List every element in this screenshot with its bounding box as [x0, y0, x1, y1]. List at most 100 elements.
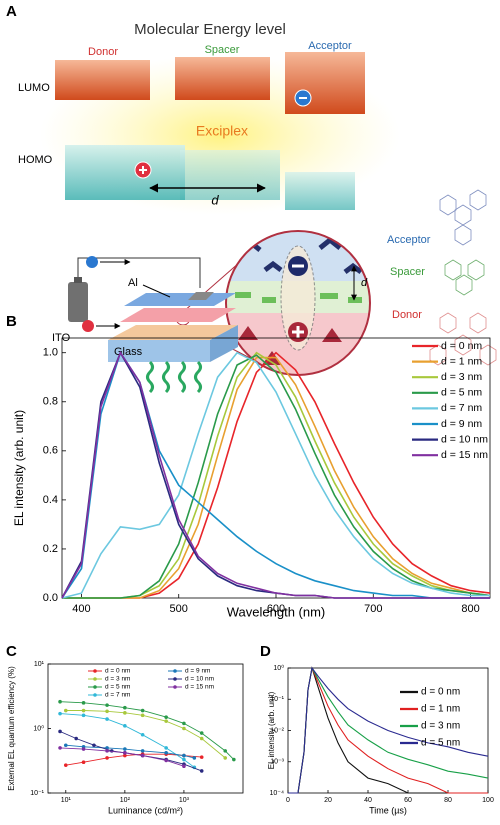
- data-point: [58, 699, 62, 704]
- x-axis-label: Luminance (cd/m²): [108, 805, 183, 815]
- data-point: [182, 753, 186, 758]
- legend-label: d = 15 nm: [441, 449, 488, 461]
- data-point: [123, 711, 127, 715]
- data-point: [164, 746, 168, 750]
- legend-marker: [93, 669, 97, 673]
- inset-spacer: Spacer: [390, 266, 425, 278]
- ito-label: ITO: [52, 332, 71, 344]
- legend-marker: [93, 685, 97, 689]
- data-point: [81, 747, 86, 751]
- legend-label: d = 15 nm: [185, 684, 214, 691]
- legend-label: d = 5 nm: [105, 684, 130, 691]
- title: Molecular Energy level: [134, 21, 286, 38]
- x-tick-label: 10²: [120, 797, 131, 804]
- data-point: [105, 703, 109, 707]
- data-point: [81, 701, 86, 705]
- al-pointer: [142, 284, 171, 298]
- y-tick-label: 0.6: [43, 445, 58, 457]
- legend-label: d = 3 nm: [421, 721, 460, 732]
- y-tick-label: 10⁻¹: [270, 696, 284, 703]
- legend-label: d = 0 nm: [421, 687, 460, 698]
- al-layer: [124, 293, 236, 306]
- legend-marker: [173, 685, 177, 689]
- data-point: [81, 708, 86, 713]
- legend-marker: [173, 669, 177, 673]
- legend-marker: [93, 677, 97, 681]
- legend-label: d = 1 nm: [441, 355, 482, 367]
- chart: D 0 20 40 60 80 100 10⁻⁴ 10⁻³ 10⁻² 10⁻¹ 10⁰ Time (µs…: [260, 643, 494, 815]
- data-point: [223, 756, 228, 760]
- y-tick-label: 0.0: [43, 592, 58, 604]
- x-tick-label: 600: [267, 603, 285, 615]
- legend-label: d = 7 nm: [441, 402, 482, 414]
- data-point: [105, 749, 109, 753]
- data-point: [123, 747, 127, 751]
- legend-label: d = 3 nm: [441, 371, 482, 383]
- data-point: [105, 756, 109, 760]
- distance-label: d: [211, 192, 219, 207]
- zoom-inset: [226, 231, 370, 375]
- data-point: [182, 764, 186, 769]
- inset-distance: d: [361, 277, 368, 289]
- data-point: [182, 726, 186, 731]
- panel-label: A: [6, 3, 17, 20]
- legend-label: d = 10 nm: [441, 433, 488, 445]
- data-point: [63, 763, 68, 767]
- y-tick-label: 10⁰: [273, 664, 284, 672]
- acceptor-homo: [285, 172, 355, 210]
- data-point: [199, 755, 204, 759]
- data-point: [63, 708, 68, 713]
- legend-label: d = 0 nm: [105, 668, 130, 675]
- data-point: [58, 711, 62, 716]
- emission: [146, 360, 202, 394]
- legend-marker: [93, 693, 97, 697]
- data-point: [182, 721, 186, 726]
- glass-side: [210, 325, 238, 362]
- series-line: [62, 356, 491, 599]
- data-point: [140, 713, 145, 718]
- y-tick-label: 0.4: [43, 494, 58, 506]
- wire: [77, 257, 201, 288]
- data-point: [63, 743, 68, 748]
- acceptor-label: Acceptor: [308, 40, 352, 52]
- acceptor-structure: [439, 189, 487, 246]
- lumo-label: LUMO: [18, 82, 50, 94]
- panel-label: D: [260, 643, 271, 660]
- legend-label: d = 1 nm: [421, 704, 460, 715]
- series-line: [288, 666, 489, 794]
- series-line: [61, 350, 490, 599]
- data-point: [223, 749, 228, 753]
- series-line: [61, 350, 490, 599]
- legend-label: d = 10 nm: [185, 676, 214, 683]
- panel-label: C: [6, 643, 17, 660]
- series-line: [62, 351, 491, 599]
- data-point: [192, 756, 197, 760]
- data-point: [199, 731, 204, 735]
- panel-a: A Molecular Energy level Donor Spacer Ac…: [6, 3, 497, 394]
- glass-front: [108, 340, 210, 362]
- data-point: [123, 753, 127, 758]
- data-point: [123, 705, 127, 710]
- plus-sign: [139, 166, 147, 174]
- legend-label: d = 5 nm: [421, 738, 460, 749]
- legend-label: d = 0 nm: [441, 340, 482, 352]
- battery-cap: [74, 277, 82, 283]
- x-tick-label: 10¹: [61, 797, 72, 804]
- organic-layer: [120, 308, 236, 322]
- data-point: [74, 736, 78, 741]
- acceptor-lumo: [285, 52, 365, 114]
- exciplex-capsule: [280, 245, 316, 351]
- al-contact: [188, 292, 214, 300]
- hole-source: [82, 320, 94, 332]
- chart: C 10¹ 10² 10³ 10⁻¹ 10⁰ 10¹ Luminance (cd/m²) Ext…: [6, 643, 244, 815]
- donor-molecules: [238, 326, 365, 365]
- y-axis-label: EL intensity (arb. unit): [12, 410, 26, 526]
- x-tick-label: 700: [364, 603, 382, 615]
- data-point: [164, 751, 168, 755]
- data-point: [140, 708, 145, 713]
- data-point: [92, 743, 96, 748]
- exciplex-label: Exciplex: [196, 123, 248, 139]
- data-point: [164, 719, 168, 723]
- x-tick-label: 0: [286, 797, 290, 804]
